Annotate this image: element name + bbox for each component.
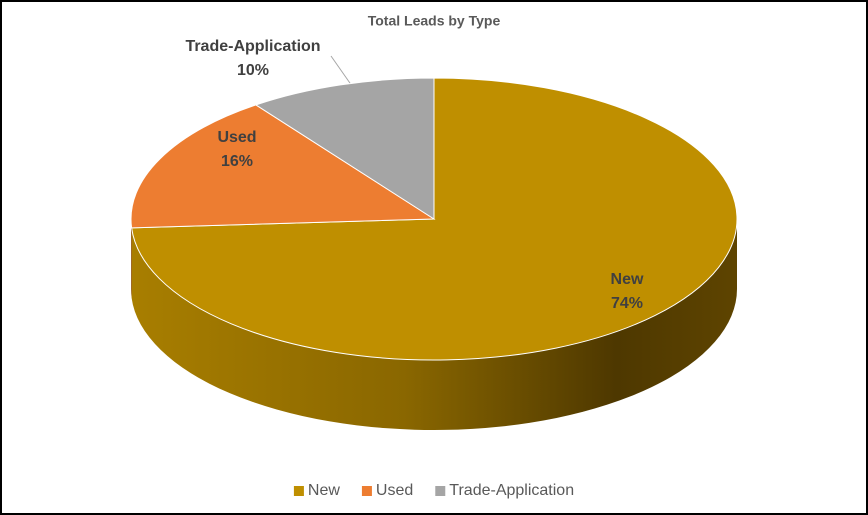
legend-label: Trade-Application — [449, 482, 574, 499]
data-label-value: 74% — [611, 295, 643, 312]
data-label-name: Trade-Application — [185, 38, 320, 55]
data-label-name: New — [611, 271, 644, 288]
pie-slice — [130, 104, 436, 229]
slice-side — [131, 219, 737, 430]
legend-swatch — [293, 486, 304, 496]
data-label-value: 10% — [237, 62, 269, 79]
leader-line — [330, 55, 353, 87]
slice-side — [131, 219, 132, 298]
legend-label: Used — [376, 482, 413, 499]
data-label-value: 16% — [221, 153, 253, 170]
legend-label: New — [308, 482, 340, 499]
data-label-name: Used — [217, 129, 256, 146]
chart-title: Total Leads by Type — [368, 13, 501, 29]
pie-slice — [254, 77, 435, 220]
legend-swatch — [435, 486, 446, 496]
legend-swatch — [361, 486, 372, 496]
